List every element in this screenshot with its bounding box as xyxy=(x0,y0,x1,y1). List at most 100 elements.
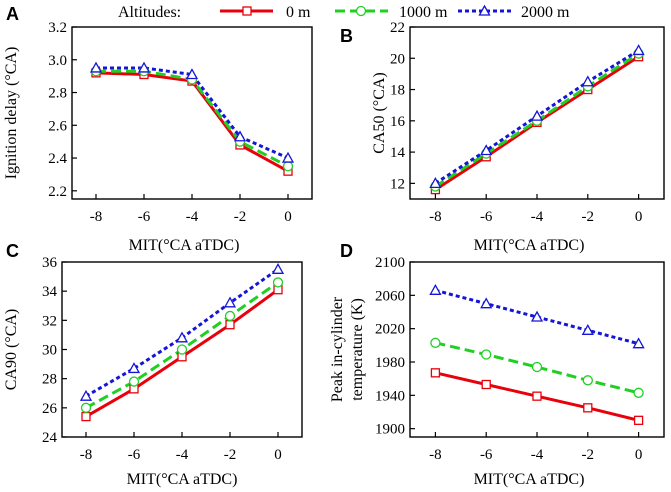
panel-b-point-2000m-triangle-marker xyxy=(429,177,442,189)
panel-a-x-tick-label: -2 xyxy=(234,209,247,225)
panel-b-y-tick-label: 16 xyxy=(390,114,406,130)
legend-entry-2000m: 2000 m xyxy=(458,4,570,21)
panel-c-y-tick-label: 32 xyxy=(42,313,57,329)
panel-c-point-2000m-triangle-marker xyxy=(223,296,237,308)
panel-c-point-2000m-triangle-marker xyxy=(175,331,189,343)
panel-a-x-axis-label: MIT(°CA aTDC) xyxy=(129,237,240,254)
panel-b-x-tick-label: -4 xyxy=(531,209,544,225)
panel-a-series-line-0m xyxy=(95,71,289,173)
panel-d-y-tick-label: 2060 xyxy=(375,288,405,304)
panel-a-x-tick-label: 0 xyxy=(284,209,292,225)
panel-a-point-2000m-triangle-marker xyxy=(137,61,151,73)
panel-c-x-tick-label: -8 xyxy=(80,447,93,463)
panel-d-point-2000m-triangle-marker xyxy=(632,337,645,349)
legend-label-1000m: 1000 m xyxy=(399,4,448,21)
panel-d-point-1000m-circle-marker xyxy=(430,337,441,348)
panel-a-y-tick-label: 3.2 xyxy=(48,20,67,36)
panel-a-point-2000m-triangle-marker xyxy=(281,151,295,163)
panel-b-y-axis-label: CA50 (°CA) xyxy=(371,72,388,154)
panel-c-y-tick-label: 28 xyxy=(42,372,57,388)
panel-c: 24 26 28 30 32 34 36 -8 -6 -4 -2 0 CA90 (°CA) C xyxy=(3,241,303,463)
panel-a-point-2000m-triangle-marker xyxy=(233,130,247,142)
panel-c-point-1000m-circle-marker xyxy=(80,402,92,413)
panel-d-point-2000m-triangle-marker xyxy=(480,297,493,309)
panel-a-letter: A xyxy=(6,4,19,24)
panel-d-x-tick-label: -2 xyxy=(582,447,595,463)
panel-c-point-0m-square-marker xyxy=(81,411,91,422)
legend-marker-square-icon xyxy=(242,6,252,16)
legend: Altitudes: 0 m 1000 m 2000 m xyxy=(118,4,570,21)
panel-d-letter: D xyxy=(340,241,353,261)
panel-c-point-2000m-triangle-marker xyxy=(79,389,93,401)
legend-marker-circle-icon xyxy=(355,5,367,17)
panel-d-point-1000m-circle-marker xyxy=(531,361,543,373)
panel-c-point-1000m-circle-marker xyxy=(224,310,236,322)
panel-d-point-0m-square-marker xyxy=(430,368,441,378)
panel-a-x-tick-label: -8 xyxy=(90,209,103,225)
panel-b-y-tick-label: 18 xyxy=(390,83,405,99)
panel-a-x-tick-label: -6 xyxy=(138,209,151,225)
panel-c-y-axis-label: CA90 (°CA) xyxy=(3,309,20,391)
panel-d-point-2000m-triangle-marker xyxy=(581,323,594,335)
panel-b-x-tick-label: -8 xyxy=(429,209,442,225)
panel-d-point-1000m-circle-marker xyxy=(481,349,492,360)
panel-b-y-axis-label-line: CA50 (°CA) xyxy=(371,72,388,154)
panel-d-point-0m-square-marker xyxy=(481,379,491,390)
panel-d-point-0m-square-marker xyxy=(583,403,593,413)
panel-d-y-tick-label: 1980 xyxy=(375,355,405,371)
panel-c-y-tick-label: 24 xyxy=(42,430,58,446)
panel-d-y-axis-label: Peak in-cylinder temperature (K) xyxy=(329,296,366,402)
panel-d-y-tick-label: 2100 xyxy=(375,255,405,271)
legend-entry-1000m: 1000 m xyxy=(335,4,448,21)
panel-a-series-line-2000m xyxy=(96,66,289,160)
panel-d-point-2000m-triangle-marker xyxy=(429,283,442,295)
legend-entry-0m: 0 m xyxy=(220,4,311,21)
panel-d-point-1000m-circle-marker xyxy=(582,375,593,386)
panel-d-y-tick-label: 2020 xyxy=(375,322,405,338)
panel-d-plot-frame xyxy=(409,261,665,438)
legend-label-2000m: 2000 m xyxy=(521,4,570,21)
panel-c-point-1000m-circle-marker xyxy=(176,344,188,355)
panel-d: 1900 1940 1980 2020 2060 2100 -8 -6 -4 -2 0 MIT(°CA… xyxy=(329,241,665,488)
panel-c-x-axis-label: MIT(°CA aTDC) xyxy=(127,471,238,488)
panel-b-y-tick-label: 12 xyxy=(390,176,405,192)
panel-d-y-axis-label-line: Peak in-cylinder xyxy=(329,296,346,402)
panel-a-y-tick-label: 2.2 xyxy=(48,184,67,200)
panel-c-point-1000m-circle-marker xyxy=(128,376,140,387)
panel-b-y-tick-label: 20 xyxy=(390,51,405,67)
panel-d-x-tick-label: -8 xyxy=(429,447,442,463)
panel-a-y-tick-label: 2.8 xyxy=(48,86,67,102)
panel-d-point-1000m-circle-marker xyxy=(633,387,644,398)
panel-c-y-tick-label: 26 xyxy=(42,401,58,417)
panel-d-y-tick-label: 1900 xyxy=(375,422,405,438)
panel-d-point-0m-square-marker xyxy=(532,391,542,401)
panel-c-y-tick-label: 36 xyxy=(42,255,58,271)
panel-b-y-tick-label: 14 xyxy=(390,145,406,161)
panel-a: 2.2 2.4 2.6 2.8 3.0 3.2 -8 -6 -4 -2 0 MIT(°CA aTDC)… xyxy=(3,4,313,254)
panel-a-y-tick-label: 3.0 xyxy=(48,53,67,69)
panel-b-point-2000m-triangle-marker xyxy=(581,75,594,87)
panel-d-point-2000m-triangle-marker xyxy=(530,310,544,322)
panel-c-x-tick-label: -2 xyxy=(224,447,237,463)
panel-d-x-axis-label: MIT(°CA aTDC) xyxy=(474,471,585,488)
panel-c-y-axis-label-line: CA90 (°CA) xyxy=(3,309,20,391)
panel-c-y-tick-label: 34 xyxy=(42,284,58,300)
panel-d-x-tick-label: 0 xyxy=(635,447,643,463)
panel-b-x-axis-label: MIT(°CA aTDC) xyxy=(474,237,585,254)
panel-c-point-2000m-triangle-marker xyxy=(271,262,285,274)
panel-d-y-axis-label-line: temperature (K) xyxy=(349,298,366,401)
legend-title: Altitudes: xyxy=(118,4,181,21)
legend-marker-triangle-icon xyxy=(478,4,491,16)
panel-a-point-2000m-triangle-marker xyxy=(89,61,103,73)
panel-c-y-tick-label: 30 xyxy=(42,343,57,359)
panel-c-point-2000m-triangle-marker xyxy=(127,362,141,374)
panel-b-point-2000m-triangle-marker xyxy=(480,144,493,156)
panel-c-point-0m-square-marker xyxy=(225,320,235,330)
panel-c-letter: C xyxy=(6,241,19,261)
panel-d-series-line-1000m xyxy=(435,341,639,395)
panel-b: 12 14 16 18 20 22 -8 -6 -4 -2 0 MIT(°CA aTDC) CA50 (… xyxy=(340,20,665,254)
panel-a-point-1000m-circle-marker xyxy=(282,161,294,172)
panel-a-y-axis-label: Ignition delay (°CA) xyxy=(3,47,20,180)
panel-d-x-tick-label: -6 xyxy=(480,447,493,463)
